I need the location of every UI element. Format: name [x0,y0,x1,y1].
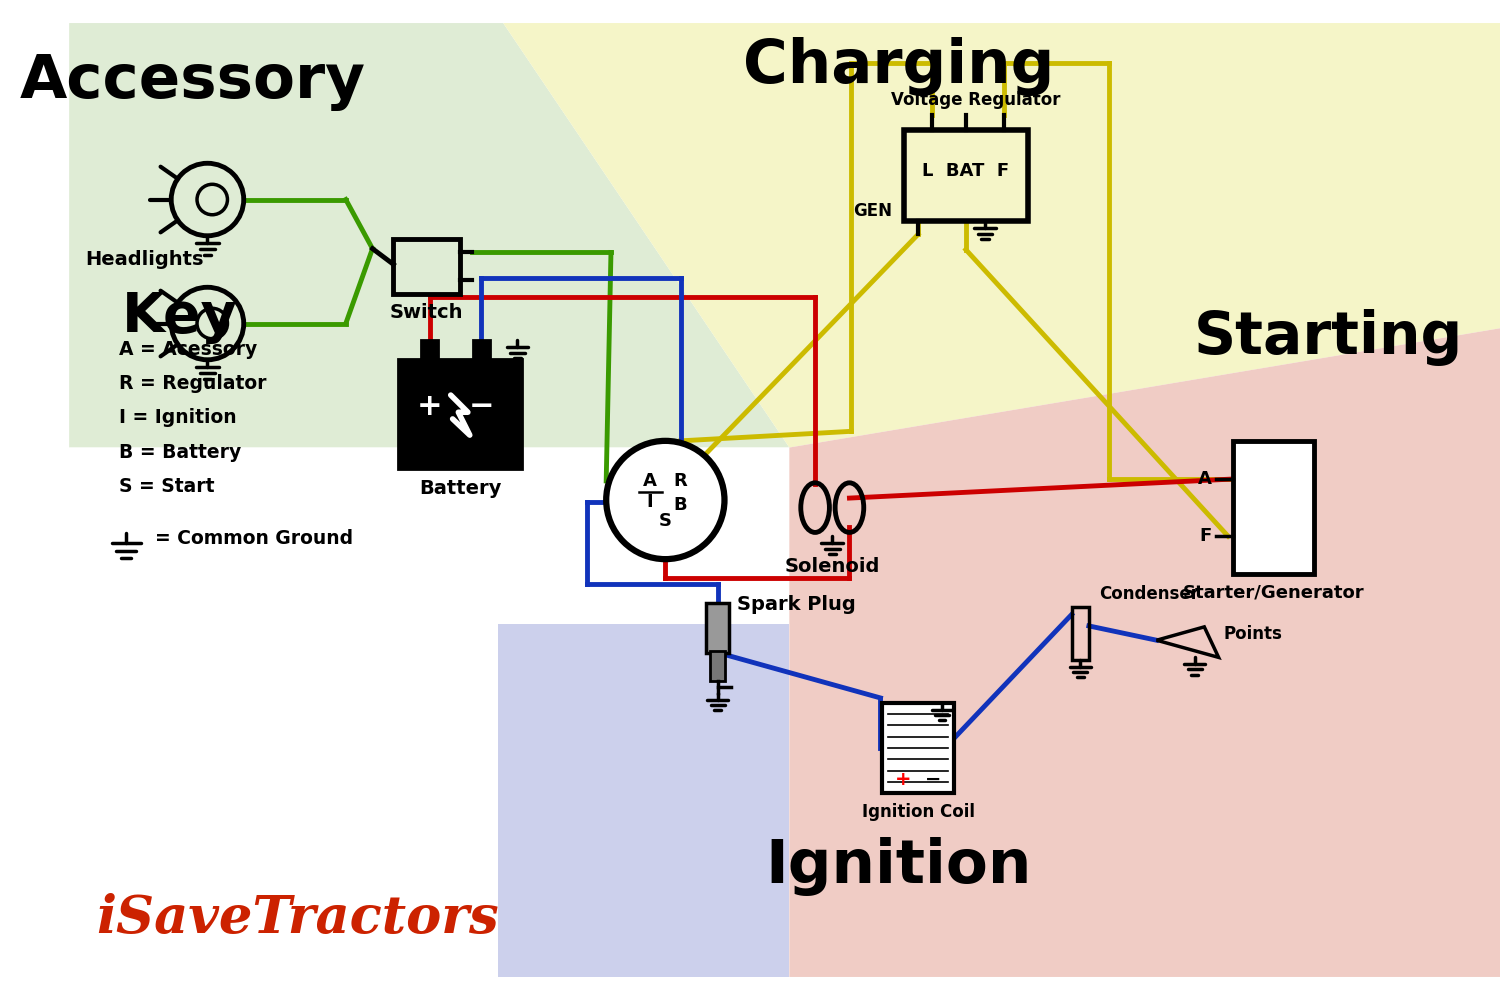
Text: Solenoid: Solenoid [784,557,880,576]
Bar [472,340,490,359]
Text: S: S [658,512,672,530]
Bar [398,359,522,469]
Circle shape [606,441,724,559]
Bar [706,603,729,653]
Text: Headlights: Headlights [86,250,204,269]
Text: Condenser: Condenser [1100,585,1200,603]
Text: L  BAT  F: L BAT F [922,162,1010,180]
Text: −: − [468,392,494,421]
Bar [393,239,460,294]
Text: S = Start: S = Start [118,477,214,496]
Text: Points: Points [1224,625,1282,643]
Text: iSaveTractors: iSaveTractors [96,893,498,944]
Text: Battery: Battery [419,479,501,498]
Text: Charging: Charging [744,37,1054,96]
Text: Switch: Switch [390,303,464,322]
Text: −: − [926,770,942,789]
Text: I: I [646,493,654,511]
Text: GEN: GEN [853,202,892,220]
Text: Starter/Generator: Starter/Generator [1182,584,1365,602]
Bar [1233,441,1314,574]
Text: R = Regulator: R = Regulator [118,374,267,393]
Text: I = Ignition: I = Ignition [118,408,237,427]
Text: +: + [894,770,910,789]
Bar [1071,607,1089,660]
Polygon shape [69,23,789,448]
Text: A: A [644,472,657,490]
Text: Starting: Starting [1194,309,1462,366]
Text: +: + [417,392,442,421]
Polygon shape [503,23,1500,448]
Polygon shape [498,624,789,977]
Text: Ignition: Ignition [766,837,1032,896]
Text: Key: Key [122,290,237,344]
Bar [710,651,726,681]
Text: Accessory: Accessory [20,52,366,111]
Polygon shape [789,328,1500,977]
Text: Voltage Regulator: Voltage Regulator [891,91,1060,109]
Text: = Common Ground: = Common Ground [154,529,352,548]
Text: A: A [1198,470,1212,488]
Text: B = Battery: B = Battery [118,443,242,462]
Text: R: R [674,472,687,490]
Bar [904,130,1028,221]
Text: A = Acessory: A = Acessory [118,340,256,359]
Polygon shape [69,448,789,977]
Text: Ignition Coil: Ignition Coil [861,803,975,821]
Text: Spark Plug: Spark Plug [736,595,855,614]
Text: B: B [674,496,687,514]
Text: F: F [1200,527,1212,545]
Bar [422,340,438,359]
Bar [882,703,954,793]
